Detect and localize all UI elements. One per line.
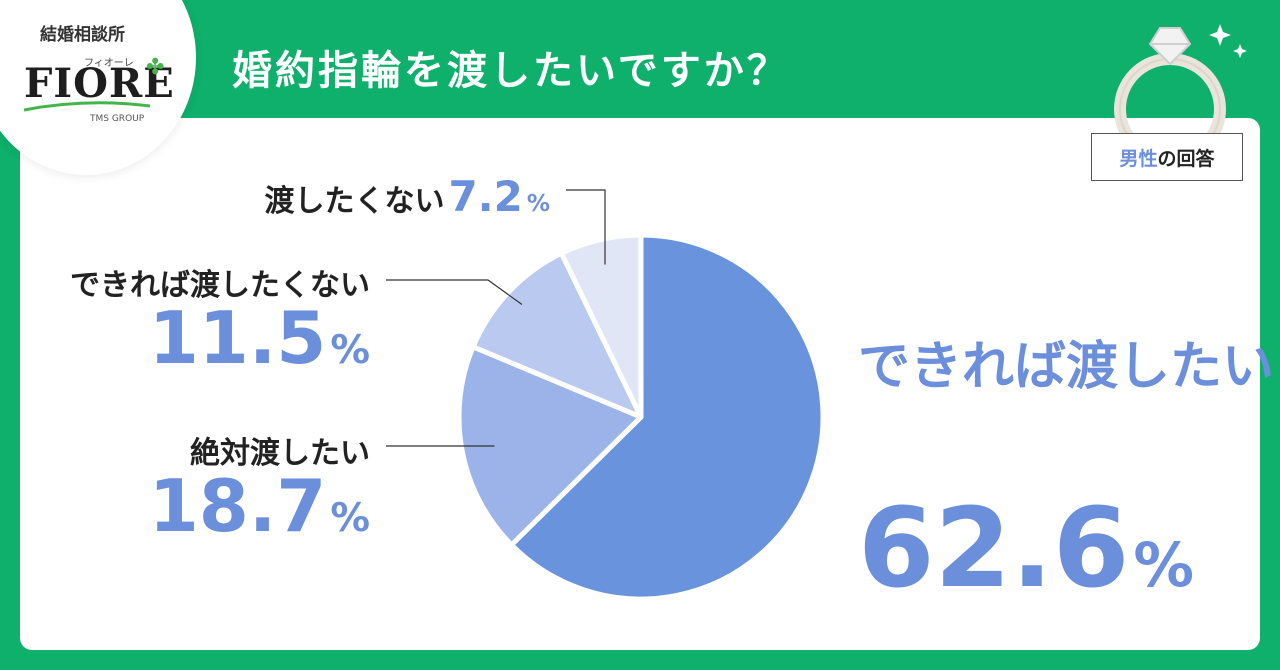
slice-name-3: 渡したくない7.2% [264, 172, 550, 221]
swoosh-icon [23, 101, 151, 112]
page-title: 婚約指輪を渡したいですか？ [232, 48, 790, 94]
leader-lines [386, 189, 606, 447]
leader-line-3 [566, 189, 606, 265]
pie-slice-1 [456, 344, 644, 548]
slice-name-3-text: 渡したくない [264, 184, 445, 219]
slice-value-1: 18.7% [149, 466, 370, 558]
slice-name-1: 絶対渡したい [190, 436, 370, 471]
pie-slices [456, 232, 826, 602]
clover-icon: ✤ [146, 55, 165, 80]
slice-value-1-number: 18.7 [148, 464, 327, 548]
logo-kana: フィオーレ [84, 58, 134, 69]
respondent-badge: 男性 の回答 [1091, 133, 1243, 181]
slice-name-0: できれば渡したい [858, 337, 1275, 397]
badge-suffix: の回答 [1157, 147, 1215, 170]
slice-value-3-unit: % [526, 191, 550, 217]
slice-value-2-unit: % [330, 327, 370, 373]
slice-label-0: できれば渡したい [858, 336, 1275, 398]
ring-icon [1114, 24, 1247, 134]
slice-value-0: 62.6% [858, 488, 1194, 626]
slice-value-0-number: 62.6 [858, 484, 1130, 612]
slice-value-3-number: 7.2 [448, 172, 523, 221]
leader-line-2 [386, 279, 523, 305]
logo-tagline: 結婚相談所 [40, 25, 125, 45]
slice-value-3: 7.2% [448, 172, 550, 221]
slice-name-2: できれば渡したくない [70, 268, 370, 303]
slice-value-0-unit: % [1133, 531, 1195, 601]
slice-value-2: 11.5% [149, 298, 370, 390]
slice-value-2-number: 11.5 [148, 296, 327, 380]
pie-slice-3 [558, 232, 644, 420]
badge-gender: 男性 [1119, 147, 1158, 170]
pie-slice-2 [470, 250, 644, 420]
logo-group: TMS GROUP [90, 114, 145, 124]
logo-wordmark: FIORE [24, 60, 175, 107]
slice-value-1-unit: % [330, 495, 370, 541]
pie-slice-0 [509, 232, 826, 602]
